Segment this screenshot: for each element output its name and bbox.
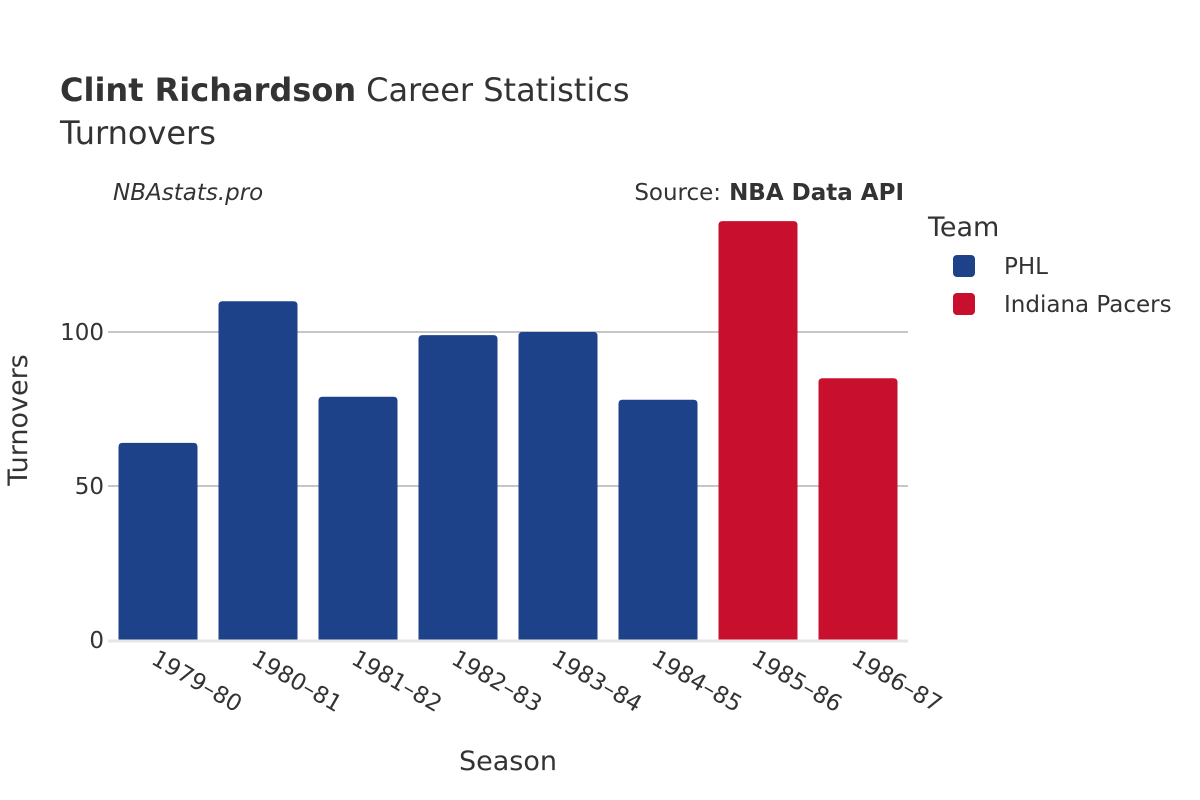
source-prefix: Source: bbox=[634, 180, 721, 206]
x-tick-label: 1980–81 bbox=[247, 646, 346, 718]
x-axis-title: Season bbox=[459, 746, 557, 777]
x-tick-label: 1979–80 bbox=[147, 646, 246, 718]
x-tick-label: 1984–85 bbox=[647, 646, 746, 718]
legend-title: Team bbox=[927, 212, 999, 243]
title-rest: Career Statistics bbox=[366, 71, 629, 109]
x-tick-label: 1981–82 bbox=[347, 646, 446, 718]
bar-1985–86[interactable] bbox=[718, 221, 798, 640]
chart-subtitle: Turnovers bbox=[59, 114, 216, 152]
bars bbox=[108, 221, 908, 643]
bar-1981–82[interactable] bbox=[318, 396, 398, 640]
source-name: NBA Data API bbox=[729, 180, 904, 206]
x-tick-label: 1985–86 bbox=[747, 646, 846, 718]
x-tick-label: 1983–84 bbox=[547, 646, 646, 718]
source-credit: Source: NBA Data API bbox=[634, 180, 904, 206]
x-axis-ticks: 1979–80 1980–81 1981–82 1982–83 1983–84 1984–… bbox=[147, 646, 946, 718]
title-player-name: Clint Richardson bbox=[60, 71, 356, 109]
bar-1979–80[interactable] bbox=[118, 442, 198, 640]
bar-1983–84[interactable] bbox=[518, 332, 598, 640]
watermark: NBAstats.pro bbox=[113, 180, 263, 206]
legend-label[interactable]: PHL bbox=[1004, 254, 1048, 280]
y-tick-label: 100 bbox=[60, 320, 104, 346]
legend-label[interactable]: Indiana Pacers bbox=[1004, 292, 1172, 318]
bar-1982–83[interactable] bbox=[418, 335, 498, 640]
y-axis-ticks: 0 50 100 bbox=[60, 320, 104, 654]
x-tick-label: 1986–87 bbox=[847, 646, 946, 718]
y-tick-label: 50 bbox=[75, 474, 104, 500]
bar-1984–85[interactable] bbox=[618, 399, 698, 640]
y-tick-label: 0 bbox=[89, 628, 104, 654]
legend-swatch-phl[interactable] bbox=[953, 255, 975, 277]
y-axis-title: Turnovers bbox=[3, 354, 34, 487]
legend: Team PHL Indiana Pacers bbox=[927, 212, 1172, 318]
bar-1980–81[interactable] bbox=[218, 301, 298, 640]
bar-1986–87[interactable] bbox=[818, 378, 898, 640]
legend-swatch-indiana-pacers[interactable] bbox=[953, 293, 975, 315]
x-tick-label: 1982–83 bbox=[447, 646, 546, 718]
chart-title: Clint Richardson Career Statistics bbox=[60, 71, 629, 109]
